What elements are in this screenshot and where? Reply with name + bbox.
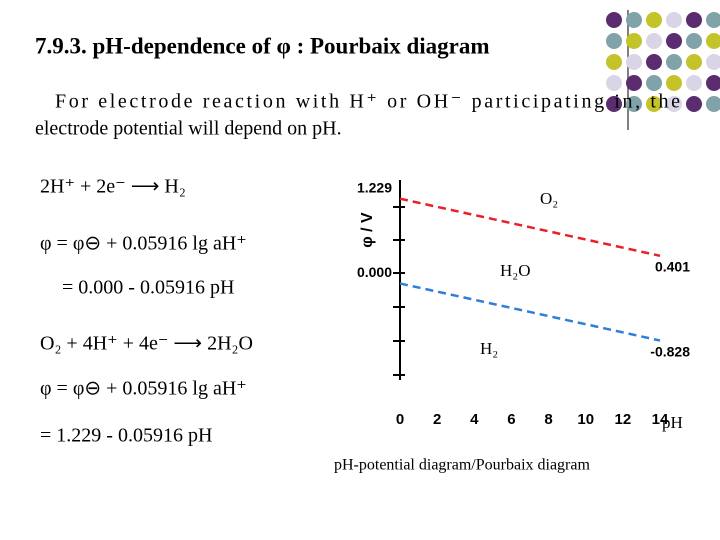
dot [626,54,642,70]
title: 7.9.3. pH-dependence of φ : Pourbaix dia… [35,33,490,58]
formula: 2H⁺ + 2e⁻ ⟶ H₂ [40,176,186,198]
dot [666,12,682,28]
dot [706,96,720,112]
dot [706,75,720,91]
x-tick-label: 14 [652,411,669,428]
formula: = 1.229 - 0.05916 pH [40,425,212,447]
formula: = 0.000 - 0.05916 pH [62,277,234,299]
dot [686,54,702,70]
x-tick-label: 2 [433,411,441,428]
decoration [606,10,720,130]
dot [646,33,662,49]
value-label: 0.000 [357,264,392,280]
dot [626,12,642,28]
series-line [399,197,661,258]
dot [626,75,642,91]
x-tick-label: 10 [577,411,594,428]
region-label: H₂O [500,261,530,280]
dot [666,75,682,91]
series-line [399,282,661,342]
intro-line: For electrode reaction with H⁺ or OH⁻ pa… [55,91,680,113]
intro-line: electrode potential will depend on pH. [35,118,342,140]
dot [606,54,622,70]
dot [686,96,702,112]
region-label: H₂ [480,339,498,358]
dot [646,12,662,28]
dot [666,96,682,112]
region-label: O₂ [540,189,558,208]
dot [686,12,702,28]
x-tick-label: 4 [470,411,479,428]
x-axis-label: pH [662,413,683,432]
dot [666,54,682,70]
dot [646,75,662,91]
dot [626,96,642,112]
dot [686,75,702,91]
dot [706,12,720,28]
dot [706,54,720,70]
x-tick-label: 6 [507,411,515,428]
formula: φ = φ⊖ + 0.05916 lg aH⁺ [40,233,247,255]
dot [646,96,662,112]
x-tick-label: 8 [544,411,552,428]
dot [606,96,622,112]
dot [666,33,682,49]
dot [606,33,622,49]
formula: O₂ + 4H⁺ + 4e⁻ ⟶ 2H₂O [40,333,253,355]
value-label: 1.229 [357,179,392,195]
dot [686,33,702,49]
caption: pH-potential diagram/Pourbaix diagram [334,457,590,474]
dot [706,33,720,49]
value-label: 0.401 [655,258,690,274]
dot [646,54,662,70]
dot [626,33,642,49]
y-axis-label: φ / V [359,212,376,248]
formula: φ = φ⊖ + 0.05916 lg aH⁺ [40,378,247,400]
x-tick-label: 12 [615,411,632,428]
x-tick-label: 0 [396,411,404,428]
dot [606,12,622,28]
dot [606,75,622,91]
value-label: -0.828 [650,343,690,359]
